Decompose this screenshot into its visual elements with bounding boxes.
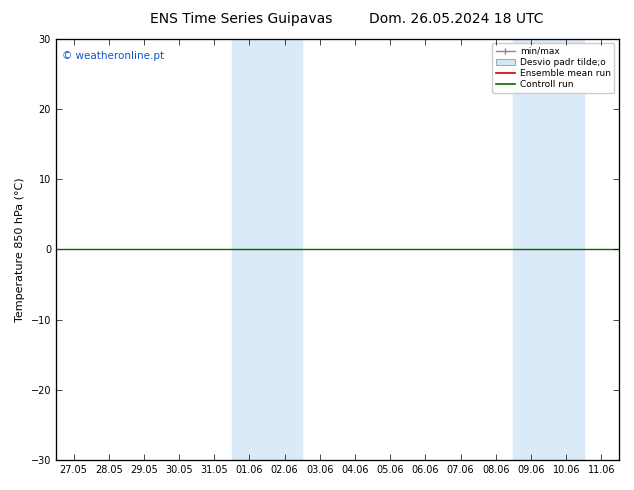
Text: Dom. 26.05.2024 18 UTC: Dom. 26.05.2024 18 UTC (369, 12, 544, 26)
Text: © weatheronline.pt: © weatheronline.pt (61, 51, 164, 61)
Y-axis label: Temperature 850 hPa (°C): Temperature 850 hPa (°C) (15, 177, 25, 321)
Text: ENS Time Series Guipavas: ENS Time Series Guipavas (150, 12, 332, 26)
Bar (514, 39, 584, 460)
Legend: min/max, Desvio padr tilde;o, Ensemble mean run, Controll run: min/max, Desvio padr tilde;o, Ensemble m… (492, 43, 614, 93)
Bar (232, 39, 302, 460)
